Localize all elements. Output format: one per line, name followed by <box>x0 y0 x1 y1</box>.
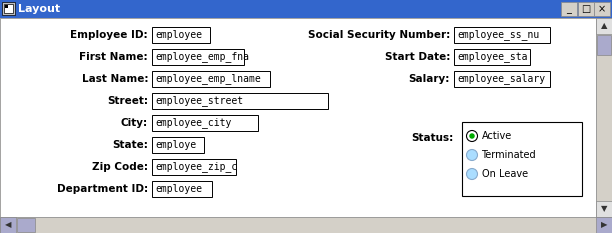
Text: Street:: Street: <box>107 96 148 106</box>
Text: employe: employe <box>155 140 196 150</box>
Bar <box>152 27 210 43</box>
Text: Zip Code:: Zip Code: <box>92 162 148 172</box>
Bar <box>0 18 596 217</box>
Circle shape <box>466 150 477 161</box>
Circle shape <box>466 130 477 141</box>
Bar <box>152 93 328 109</box>
Bar <box>152 159 236 175</box>
Text: Salary:: Salary: <box>409 74 450 84</box>
Bar <box>597 35 611 55</box>
Bar <box>5 5 8 8</box>
Circle shape <box>469 133 475 139</box>
Bar <box>0 217 16 233</box>
Bar <box>0 0 612 18</box>
Text: First Name:: First Name: <box>80 52 148 62</box>
Bar <box>152 49 244 65</box>
Text: Status:: Status: <box>411 133 453 143</box>
Bar <box>454 27 550 43</box>
Text: Active: Active <box>482 131 512 141</box>
Bar <box>578 2 594 16</box>
Text: Terminated: Terminated <box>482 150 536 160</box>
Bar <box>17 218 35 232</box>
Bar <box>462 122 582 196</box>
Text: employee_sta: employee_sta <box>457 51 528 62</box>
Text: ▲: ▲ <box>601 21 607 31</box>
Bar <box>0 217 612 233</box>
Bar <box>596 217 612 233</box>
Text: City:: City: <box>121 118 148 128</box>
Bar <box>152 71 270 87</box>
Text: employee_street: employee_street <box>155 96 243 106</box>
Text: employee_salary: employee_salary <box>457 74 545 84</box>
Text: State:: State: <box>112 140 148 150</box>
Bar <box>2 2 15 15</box>
Text: Employee ID:: Employee ID: <box>70 30 148 40</box>
Text: employee_emp_fna: employee_emp_fna <box>155 51 249 62</box>
Bar <box>454 49 530 65</box>
Text: Social Security Number:: Social Security Number: <box>308 30 450 40</box>
Text: employee_ss_nu: employee_ss_nu <box>457 30 539 41</box>
Bar <box>152 181 212 197</box>
Text: ×: × <box>598 4 606 14</box>
Text: employee: employee <box>155 30 202 40</box>
Text: _: _ <box>567 4 572 14</box>
Text: ◀: ◀ <box>5 220 11 230</box>
Bar <box>152 137 204 153</box>
Text: employee_emp_lname: employee_emp_lname <box>155 74 261 84</box>
Text: employee_city: employee_city <box>155 117 231 128</box>
Text: ▼: ▼ <box>601 205 607 213</box>
Bar <box>4 4 13 13</box>
Text: □: □ <box>581 4 591 14</box>
Bar <box>596 18 612 34</box>
Bar <box>594 2 610 16</box>
Text: ▶: ▶ <box>601 220 607 230</box>
Text: Layout: Layout <box>18 4 60 14</box>
Text: employee_zip_c: employee_zip_c <box>155 161 237 172</box>
Bar <box>561 2 577 16</box>
Text: Department ID:: Department ID: <box>57 184 148 194</box>
Bar <box>596 201 612 217</box>
Text: employee: employee <box>155 184 202 194</box>
Circle shape <box>466 168 477 179</box>
Bar <box>454 71 550 87</box>
Text: Start Date:: Start Date: <box>384 52 450 62</box>
Text: Last Name:: Last Name: <box>81 74 148 84</box>
Bar <box>596 18 612 217</box>
Bar <box>152 115 258 131</box>
Text: On Leave: On Leave <box>482 169 528 179</box>
